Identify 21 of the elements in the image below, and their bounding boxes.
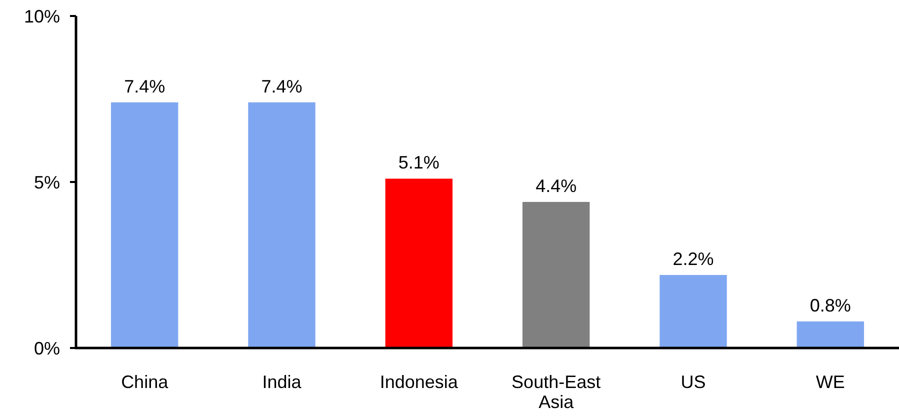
data-label: 0.8% [810,295,851,316]
x-tick-label: US [680,372,706,392]
bar [796,321,864,348]
bar [385,178,453,348]
data-label: 4.4% [536,176,577,196]
bar [522,202,590,348]
data-label: 7.4% [124,76,166,96]
x-tick-label: South-East Asia [512,372,601,412]
y-tick-label: 5% [34,172,60,192]
bar [660,274,727,348]
x-tick-label: China [121,372,170,392]
data-label: 7.4% [261,76,302,96]
data-label: 5.1% [398,152,440,173]
x-tick-label: Indonesia [380,372,459,392]
x-tick-label: WE [816,372,845,392]
bar [248,102,316,348]
data-label: 2.2% [672,248,714,269]
bar [110,102,178,348]
y-tick-label: 0% [34,338,60,358]
x-tick-label: India [262,372,302,392]
y-tick-label: 10% [24,6,60,26]
